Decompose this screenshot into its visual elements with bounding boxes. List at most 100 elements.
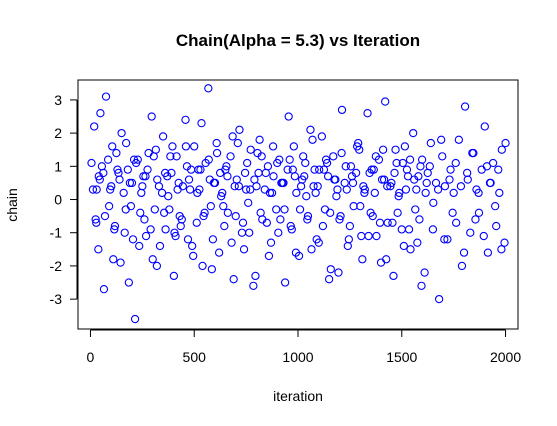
data-point: [87, 158, 96, 168]
data-point: [135, 241, 144, 251]
data-point: [302, 192, 311, 201]
data-point: [170, 228, 179, 237]
data-point: [399, 241, 408, 251]
data-point: [319, 165, 329, 174]
data-point: [307, 245, 316, 254]
data-point: [406, 245, 415, 254]
data-point: [206, 202, 215, 211]
data-point: [130, 314, 140, 324]
data-point: [451, 158, 460, 168]
data-point: [326, 208, 335, 217]
data-point: [332, 192, 341, 201]
data-point: [128, 235, 138, 244]
data-point: [308, 135, 317, 144]
data-point: [422, 178, 431, 188]
data-point: [185, 185, 195, 194]
data-point: [226, 152, 235, 161]
data-point: [471, 215, 480, 224]
data-point: [416, 162, 425, 171]
data-point: [477, 165, 486, 174]
data-point: [216, 168, 225, 178]
data-point: [429, 198, 438, 207]
data-point: [166, 152, 175, 161]
data-point: [449, 188, 458, 198]
data-point: [295, 205, 305, 214]
data-point: [119, 188, 128, 198]
data-point: [266, 238, 276, 247]
data-point: [421, 188, 430, 198]
data-point: [150, 205, 159, 214]
data-point: [126, 202, 136, 211]
data-point: [234, 182, 243, 191]
data-point: [96, 109, 105, 118]
data-point: [317, 132, 327, 141]
data-point: [146, 225, 155, 234]
data-point: [237, 228, 247, 237]
x-tick-label: 2000: [490, 349, 521, 365]
data-point: [286, 221, 295, 231]
data-point: [417, 281, 426, 290]
data-point: [165, 205, 174, 214]
data-point: [334, 268, 343, 277]
data-point: [173, 185, 182, 194]
data-point: [382, 255, 391, 264]
data-point: [218, 188, 227, 198]
data-point: [438, 152, 447, 161]
data-point: [314, 238, 323, 247]
data-point: [336, 211, 345, 221]
data-point: [269, 172, 278, 181]
data-point: [494, 165, 503, 174]
data-point: [323, 172, 333, 181]
data-point: [290, 172, 300, 181]
data-point: [357, 231, 366, 241]
data-point: [169, 271, 179, 281]
x-tick-label: 1500: [386, 349, 417, 365]
data-point: [250, 175, 259, 184]
data-point: [353, 142, 362, 151]
data-point: [223, 172, 232, 181]
data-point: [116, 258, 125, 267]
data-point: [155, 241, 165, 251]
data-point: [303, 211, 313, 221]
data-point: [157, 188, 167, 198]
data-point: [108, 142, 117, 151]
data-point: [346, 162, 356, 171]
data-point: [480, 122, 489, 131]
data-point: [488, 158, 498, 168]
data-point: [214, 248, 224, 257]
data-point: [127, 178, 137, 188]
data-point: [208, 235, 218, 244]
data-point: [434, 294, 444, 304]
data-point: [456, 182, 466, 191]
data-point: [197, 119, 206, 128]
x-axis-label: iteration: [273, 388, 323, 404]
data-point: [192, 218, 201, 227]
data-point: [454, 135, 463, 144]
data-point: [184, 175, 194, 184]
data-point: [164, 192, 173, 201]
data-point: [381, 97, 390, 106]
data-point: [463, 168, 472, 178]
data-point: [306, 125, 315, 134]
data-point: [168, 142, 177, 151]
data-point: [342, 185, 351, 194]
y-axis: -3 -2 -1 0 1 2 3: [50, 92, 78, 307]
data-point: [318, 221, 328, 231]
data-point: [140, 215, 149, 224]
data-point: [412, 185, 421, 194]
data-point: [390, 168, 399, 178]
data-point: [99, 285, 109, 294]
data-point: [474, 208, 484, 217]
data-point: [370, 188, 379, 198]
y-axis-label: chain: [4, 188, 20, 221]
y-tick-label: -1: [50, 225, 63, 241]
data-point: [468, 148, 477, 158]
data-point: [204, 155, 213, 164]
data-point: [345, 221, 355, 231]
y-tick-label: 3: [54, 92, 62, 108]
data-point: [163, 172, 172, 181]
data-point: [212, 138, 221, 148]
data-point: [303, 215, 312, 224]
data-point: [330, 175, 339, 184]
data-point: [204, 84, 213, 93]
